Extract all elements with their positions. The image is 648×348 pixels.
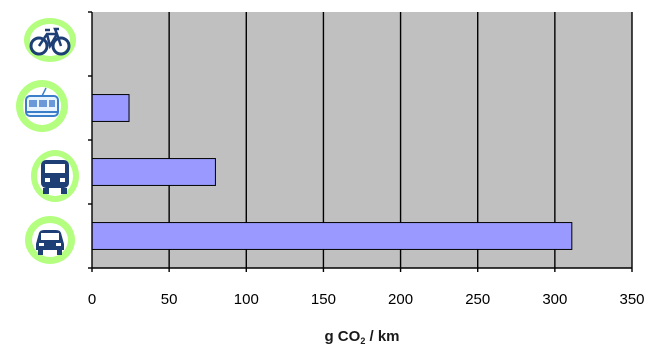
bus-icon <box>31 150 79 202</box>
bicycle-icon <box>24 18 76 62</box>
axes <box>88 11 633 272</box>
x-tick-label: 250 <box>465 291 490 308</box>
bar-tram <box>91 94 130 122</box>
bar-car <box>91 222 573 250</box>
x-tick-label: 50 <box>161 291 178 308</box>
x-tick-label: 0 <box>88 291 96 308</box>
x-axis-title: g CO2 / km <box>324 328 399 346</box>
tram-icon <box>16 80 68 132</box>
x-tick-label: 100 <box>234 291 259 308</box>
car-icon <box>25 216 75 264</box>
x-tick-label: 200 <box>388 291 413 308</box>
bar-bus <box>91 158 216 186</box>
x-tick-label: 300 <box>542 291 567 308</box>
x-tick-label: 350 <box>619 291 644 308</box>
x-tick-label: 150 <box>311 291 336 308</box>
x-tick-labels: 0 50 100 150 200 250 300 350 <box>88 291 645 308</box>
